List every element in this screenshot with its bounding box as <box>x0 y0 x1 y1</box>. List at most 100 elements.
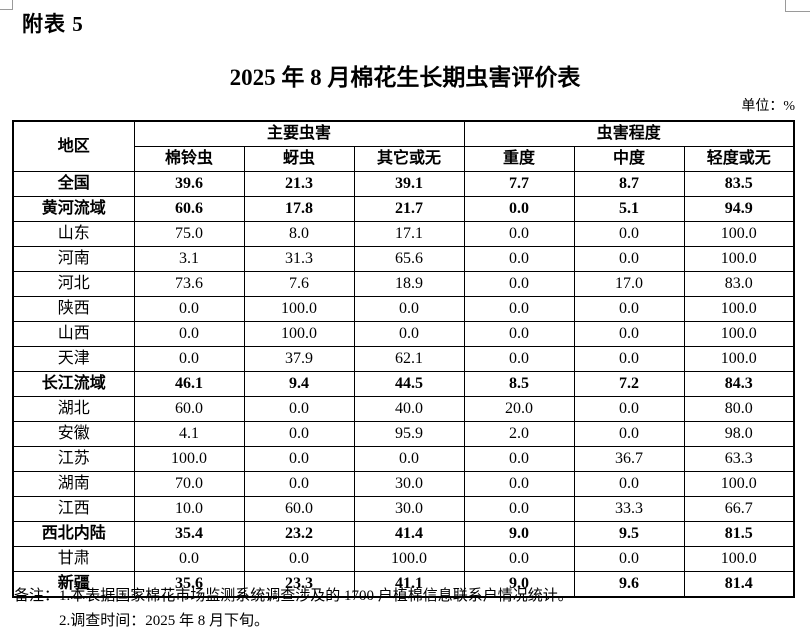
value-cell: 17.0 <box>573 271 685 297</box>
table-row: 陕西 0.0 100.0 0.0 0.0 0.0 100.0 <box>12 296 795 322</box>
table-row: 河南 3.1 31.3 65.6 0.0 0.0 100.0 <box>12 246 795 272</box>
value-cell: 83.5 <box>683 171 795 197</box>
value-cell: 63.3 <box>683 446 795 472</box>
value-cell: 0.0 <box>573 546 685 572</box>
value-cell: 0.0 <box>463 346 575 372</box>
value-cell: 0.0 <box>243 471 355 497</box>
table-row: 全国 39.6 21.3 39.1 7.7 8.7 83.5 <box>12 171 795 197</box>
value-cell: 33.3 <box>573 496 685 522</box>
value-cell: 0.0 <box>353 296 465 322</box>
table-row: 新疆 35.6 23.3 41.1 9.0 9.6 81.4 <box>12 571 795 598</box>
value-cell: 83.0 <box>683 271 795 297</box>
value-cell: 0.0 <box>463 246 575 272</box>
value-cell: 30.0 <box>353 471 465 497</box>
value-cell: 62.1 <box>353 346 465 372</box>
value-cell: 20.0 <box>463 396 575 422</box>
value-cell: 65.6 <box>353 246 465 272</box>
value-cell: 0.0 <box>573 221 685 247</box>
value-cell: 100.0 <box>683 296 795 322</box>
value-cell: 8.0 <box>243 221 355 247</box>
value-cell: 21.3 <box>243 171 355 197</box>
value-cell: 7.6 <box>243 271 355 297</box>
value-cell: 31.3 <box>243 246 355 272</box>
pest-evaluation-table: 地区 主要虫害 虫害程度 棉铃虫 蚜虫 其它或无 重度 中度 轻度或无 全国 39… <box>12 120 795 598</box>
value-cell: 100.0 <box>683 471 795 497</box>
appendix-label: 附表 5 <box>22 12 84 36</box>
value-cell: 0.0 <box>133 546 245 572</box>
value-cell: 100.0 <box>683 246 795 272</box>
value-cell: 18.9 <box>353 271 465 297</box>
value-cell: 10.0 <box>133 496 245 522</box>
table-header: 地区 主要虫害 虫害程度 棉铃虫 蚜虫 其它或无 重度 中度 轻度或无 <box>12 120 795 172</box>
value-cell: 3.1 <box>133 246 245 272</box>
value-cell: 0.0 <box>463 471 575 497</box>
table-row: 山东 75.0 8.0 17.1 0.0 0.0 100.0 <box>12 221 795 247</box>
value-cell: 46.1 <box>133 371 245 397</box>
value-cell: 17.1 <box>353 221 465 247</box>
table-row: 甘肃 0.0 0.0 100.0 0.0 0.0 100.0 <box>12 546 795 572</box>
region-cell: 江西 <box>12 496 135 522</box>
table-row: 江西 10.0 60.0 30.0 0.0 33.3 66.7 <box>12 496 795 522</box>
region-cell: 全国 <box>12 171 135 197</box>
table-row: 湖南 70.0 0.0 30.0 0.0 0.0 100.0 <box>12 471 795 497</box>
value-cell: 44.5 <box>353 371 465 397</box>
table-row: 黄河流域 60.6 17.8 21.7 0.0 5.1 94.9 <box>12 196 795 222</box>
value-cell: 100.0 <box>243 321 355 347</box>
region-cell: 河南 <box>12 246 135 272</box>
header-region: 地区 <box>12 120 135 172</box>
value-cell: 80.0 <box>683 396 795 422</box>
table-row: 江苏 100.0 0.0 0.0 0.0 36.7 63.3 <box>12 446 795 472</box>
table-row: 湖北 60.0 0.0 40.0 20.0 0.0 80.0 <box>12 396 795 422</box>
value-cell: 0.0 <box>463 271 575 297</box>
table-row: 安徽 4.1 0.0 95.9 2.0 0.0 98.0 <box>12 421 795 447</box>
region-cell: 西北内陆 <box>12 521 135 547</box>
region-cell: 河北 <box>12 271 135 297</box>
value-cell: 0.0 <box>573 421 685 447</box>
value-cell: 60.0 <box>133 396 245 422</box>
value-cell: 0.0 <box>243 396 355 422</box>
region-cell: 山西 <box>12 321 135 347</box>
table-row: 长江流域 46.1 9.4 44.5 8.5 7.2 84.3 <box>12 371 795 397</box>
region-cell: 天津 <box>12 346 135 372</box>
value-cell: 8.7 <box>573 171 685 197</box>
region-cell: 黄河流域 <box>12 196 135 222</box>
value-cell: 37.9 <box>243 346 355 372</box>
table-row: 天津 0.0 37.9 62.1 0.0 0.0 100.0 <box>12 346 795 372</box>
value-cell: 95.9 <box>353 421 465 447</box>
value-cell: 81.4 <box>683 571 795 598</box>
region-cell: 长江流域 <box>12 371 135 397</box>
value-cell: 0.0 <box>573 246 685 272</box>
value-cell: 0.0 <box>573 346 685 372</box>
value-cell: 100.0 <box>133 446 245 472</box>
value-cell: 0.0 <box>133 321 245 347</box>
value-cell: 8.5 <box>463 371 575 397</box>
value-cell: 81.5 <box>683 521 795 547</box>
value-cell: 0.0 <box>463 546 575 572</box>
header-aphid: 蚜虫 <box>243 146 355 172</box>
header-other-or-none: 其它或无 <box>353 146 465 172</box>
footnotes: 备注：1.本表据国家棉花市场监测系统调查涉及的 1700 户植棉信息联系户情况统… <box>14 584 573 634</box>
value-cell: 7.2 <box>573 371 685 397</box>
header-severity-group: 虫害程度 <box>463 120 795 147</box>
value-cell: 0.0 <box>133 346 245 372</box>
value-cell: 100.0 <box>683 221 795 247</box>
value-cell: 39.1 <box>353 171 465 197</box>
value-cell: 17.8 <box>243 196 355 222</box>
value-cell: 0.0 <box>243 421 355 447</box>
value-cell: 0.0 <box>463 196 575 222</box>
value-cell: 21.7 <box>353 196 465 222</box>
value-cell: 0.0 <box>463 221 575 247</box>
value-cell: 0.0 <box>243 546 355 572</box>
region-cell: 江苏 <box>12 446 135 472</box>
value-cell: 100.0 <box>683 546 795 572</box>
table-row: 河北 73.6 7.6 18.9 0.0 17.0 83.0 <box>12 271 795 297</box>
header-main-pest-group: 主要虫害 <box>133 120 465 147</box>
value-cell: 84.3 <box>683 371 795 397</box>
margin-corner-mark-top-left <box>0 0 13 10</box>
value-cell: 35.6 <box>133 571 245 598</box>
region-cell: 湖南 <box>12 471 135 497</box>
value-cell: 41.1 <box>353 571 465 598</box>
value-cell: 0.0 <box>463 446 575 472</box>
value-cell: 9.0 <box>463 521 575 547</box>
